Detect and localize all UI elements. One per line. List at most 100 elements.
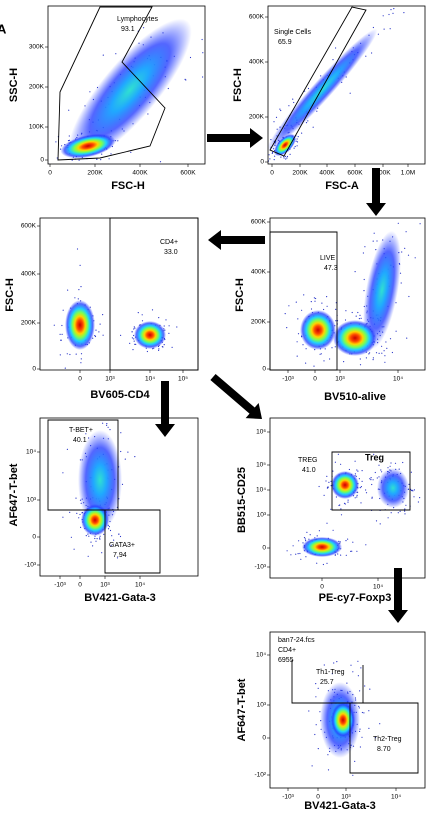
event-dot (358, 478, 360, 480)
event-dot (344, 319, 347, 321)
event-dot (80, 286, 82, 288)
event-dot (293, 147, 295, 149)
density-plot (284, 222, 421, 367)
flow-arrow (155, 381, 175, 437)
event-dot (323, 360, 325, 362)
event-dot (404, 247, 406, 249)
y-tick-label: 400K (251, 269, 267, 276)
y-tick-label: 200K (21, 320, 37, 327)
event-dot (295, 140, 297, 142)
event-dot (350, 664, 352, 666)
density-plot (53, 248, 178, 369)
event-dot (121, 483, 124, 485)
event-dot (325, 480, 327, 482)
density-cloud (331, 471, 359, 499)
event-dot (406, 337, 408, 339)
event-dot (386, 347, 388, 349)
event-dot (158, 348, 160, 350)
event-dot (339, 541, 341, 543)
event-dot (133, 338, 135, 340)
event-dot (107, 426, 109, 428)
gate (269, 231, 338, 371)
gate (349, 702, 419, 774)
flow-arrow (208, 230, 265, 250)
event-dot (410, 471, 412, 473)
event-dot (202, 52, 204, 54)
event-dot (347, 499, 349, 501)
event-dot (141, 314, 143, 316)
event-dot (132, 349, 134, 351)
event-dot (90, 541, 92, 543)
event-dot (131, 331, 133, 333)
y-tick-label: 0 (262, 735, 266, 742)
event-dot (290, 554, 292, 556)
event-dot (134, 456, 136, 458)
event-dot (115, 53, 117, 55)
gate-value: 8.70 (377, 746, 391, 753)
event-dot (354, 271, 356, 273)
event-dot (259, 183, 260, 184)
event-dot (23, 166, 24, 167)
event-dot (351, 311, 353, 314)
event-dot (359, 728, 361, 730)
event-dot (402, 461, 404, 464)
event-dot (283, 157, 285, 159)
event-dot (305, 348, 307, 350)
event-dot (376, 477, 378, 479)
y-tick-label: 400K (21, 271, 37, 278)
event-dot (319, 711, 321, 713)
gate (109, 217, 199, 371)
event-dot (94, 335, 96, 337)
event-dot (326, 296, 328, 298)
event-dot (162, 346, 164, 348)
event-dot (68, 135, 70, 137)
x-tick-label: 10⁴ (373, 584, 383, 591)
y-axis-label: AF647-T-bet (8, 463, 20, 526)
event-dot (372, 359, 374, 361)
event-dot (392, 12, 394, 14)
y-tick-label: 0 (260, 159, 264, 166)
event-dot (381, 471, 383, 473)
event-dot (378, 476, 380, 478)
event-dot (163, 344, 165, 346)
density-cloud (60, 133, 116, 159)
event-dot (310, 308, 313, 310)
y-tick-label: 10³ (257, 512, 267, 519)
event-dot (350, 550, 352, 553)
y-tick-label: -10² (254, 772, 266, 779)
event-dot (163, 325, 165, 327)
event-dot (293, 101, 295, 104)
event-dot (296, 141, 299, 143)
figure-label: A (0, 21, 7, 36)
y-tick-label: 300K (29, 44, 45, 51)
event-dot (168, 325, 170, 327)
event-dot (297, 333, 300, 335)
event-dot (67, 289, 69, 291)
event-dot (292, 98, 294, 100)
event-dot (302, 344, 304, 346)
event-dot (335, 320, 337, 322)
gate (57, 6, 166, 161)
event-dot (273, 159, 275, 161)
event-dot (80, 353, 83, 355)
event-dot (96, 538, 98, 540)
event-dot (345, 540, 347, 542)
event-dot (383, 350, 385, 352)
gate (269, 6, 367, 157)
x-tick-label: -10³ (282, 794, 294, 801)
event-dot (360, 317, 362, 319)
event-dot (309, 534, 311, 536)
event-dot (393, 8, 395, 10)
event-dot (60, 339, 62, 341)
event-dot (337, 553, 339, 555)
gate-value: 40.1 (73, 437, 87, 444)
event-dot (368, 710, 370, 712)
event-dot (298, 540, 300, 542)
event-dot (62, 516, 64, 518)
event-dot (394, 462, 397, 464)
event-dot (262, 139, 263, 140)
event-dot (381, 352, 383, 354)
event-dot (414, 257, 416, 259)
sample-info: CD4+ (278, 647, 296, 654)
event-dot (67, 140, 70, 142)
